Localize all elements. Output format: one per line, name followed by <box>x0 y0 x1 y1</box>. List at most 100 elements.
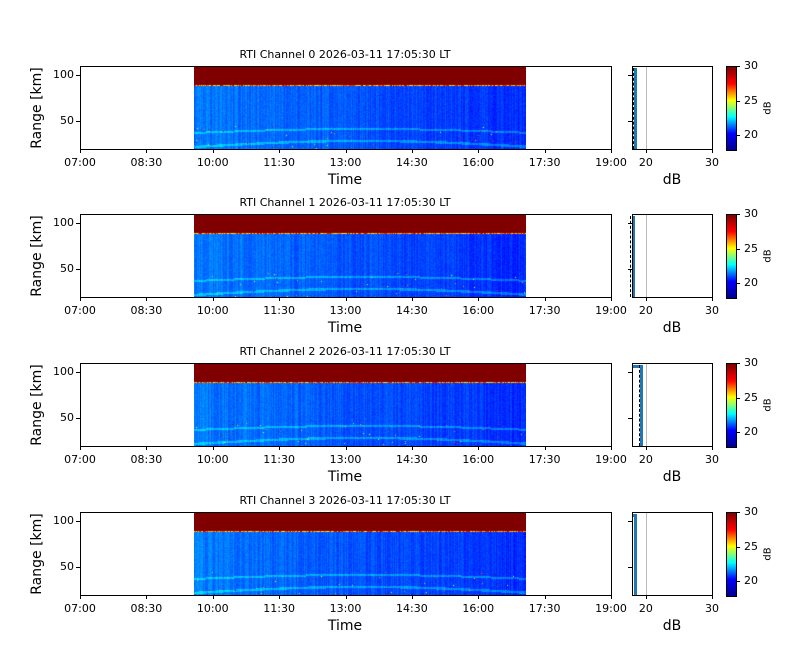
profile-axes <box>632 512 713 596</box>
x-tick-label: 11:30 <box>263 453 295 466</box>
x-tick-label: 16:00 <box>462 453 495 466</box>
profile-axes <box>632 214 713 298</box>
profile-x-tick-mark <box>645 595 647 599</box>
panel-title: RTI Channel 0 2026-03-11 17:05:30 LT <box>239 48 451 61</box>
profile-mean-dashed-line <box>638 365 640 446</box>
rti-heatmap <box>194 512 527 595</box>
y-tick-mark <box>76 372 80 374</box>
profile-axes <box>632 363 713 447</box>
x-tick-label: 13:00 <box>329 156 362 169</box>
y-tick-label: 100 <box>53 365 74 379</box>
colorbar-tick-mark <box>736 363 740 364</box>
profile-x-axis-label: dB <box>662 172 682 188</box>
y-axis-label: Range [km] <box>29 66 45 149</box>
colorbar-tick-mark <box>736 135 740 137</box>
x-tick-label: 13:00 <box>329 602 362 615</box>
profile-x-tick-label: 30 <box>705 156 719 169</box>
x-tick-mark <box>411 149 413 153</box>
x-tick-label: 07:00 <box>64 156 96 169</box>
profile-x-tick-label: 20 <box>638 304 653 317</box>
x-tick-label: 17:30 <box>528 602 561 615</box>
profile-line <box>631 216 635 297</box>
colorbar-label: dB <box>762 248 774 263</box>
profile-x-tick-label: 20 <box>638 156 653 169</box>
colorbar-tick-mark <box>736 546 740 548</box>
x-tick-mark <box>345 297 347 301</box>
colorbar-tick-label: 20 <box>744 425 758 439</box>
profile-x-tick-label: 20 <box>638 453 653 466</box>
x-tick-mark <box>146 297 148 301</box>
x-tick-mark <box>544 595 546 599</box>
x-tick-label: 08:30 <box>130 453 163 466</box>
profile-gridline <box>645 512 647 595</box>
profile-x-axis-label: dB <box>662 320 682 336</box>
x-tick-label: 07:00 <box>64 602 96 615</box>
colorbar <box>726 512 737 597</box>
x-tick-mark <box>544 446 546 450</box>
y-axis-label: Range [km] <box>29 363 45 446</box>
x-tick-mark <box>478 297 480 301</box>
x-tick-label: 08:30 <box>130 304 163 317</box>
x-tick-mark <box>146 595 148 599</box>
x-tick-label: 13:00 <box>329 304 362 317</box>
y-tick-mark <box>76 121 80 123</box>
x-axis-label: Time <box>327 320 363 336</box>
colorbar-tick-mark <box>736 432 740 434</box>
colorbar-label: dB <box>762 546 774 561</box>
profile-x-tick-mark <box>712 149 713 153</box>
profile-top-segment <box>633 365 643 368</box>
x-tick-label: 07:00 <box>64 453 96 466</box>
x-tick-mark <box>478 149 480 153</box>
x-tick-mark <box>80 446 81 450</box>
x-tick-mark <box>279 149 281 153</box>
profile-y-tick-mark <box>628 521 632 523</box>
colorbar-tick-label: 30 <box>744 59 758 72</box>
profile-y-tick-mark <box>628 418 632 420</box>
colorbar-tick-label: 25 <box>744 539 758 553</box>
colorbar-label: dB <box>762 100 774 115</box>
y-tick-label: 50 <box>60 411 74 425</box>
x-tick-label: 11:30 <box>263 156 295 169</box>
x-tick-label: 19:00 <box>595 602 627 615</box>
x-tick-mark <box>411 297 413 301</box>
x-tick-label: 17:30 <box>528 156 561 169</box>
x-tick-mark <box>478 446 480 450</box>
x-tick-label: 07:00 <box>64 304 96 317</box>
rti-axes <box>80 363 612 447</box>
x-tick-mark <box>478 595 480 599</box>
profile-y-tick-mark <box>628 75 632 77</box>
colorbar-tick-mark <box>736 397 740 399</box>
profile-mean-dashed-line <box>632 68 634 149</box>
profile-x-tick-mark <box>645 446 647 450</box>
x-tick-label: 11:30 <box>263 304 295 317</box>
colorbar-tick-mark <box>736 283 740 285</box>
y-axis-label: Range [km] <box>29 512 45 595</box>
profile-axes <box>632 66 713 150</box>
rti-axes <box>80 214 612 298</box>
profile-y-tick-mark <box>628 567 632 569</box>
profile-top-segment <box>633 216 635 219</box>
y-tick-mark <box>76 223 80 225</box>
panel-title: RTI Channel 3 2026-03-11 17:05:30 LT <box>239 494 451 507</box>
x-tick-mark <box>212 446 214 450</box>
colorbar-tick-mark <box>736 581 740 583</box>
rti-heatmap <box>194 363 527 446</box>
x-tick-mark <box>279 297 281 301</box>
profile-top-segment <box>633 514 637 517</box>
x-tick-label: 17:30 <box>528 453 561 466</box>
profile-gridline <box>645 66 647 149</box>
x-tick-mark <box>345 446 347 450</box>
x-tick-label: 17:30 <box>528 304 561 317</box>
profile-x-tick-mark <box>712 595 713 599</box>
profile-x-tick-label: 30 <box>705 304 719 317</box>
rti-heatmap <box>194 214 527 297</box>
x-axis-label: Time <box>327 618 363 634</box>
colorbar-tick-label: 25 <box>744 241 758 255</box>
colorbar-tick-mark <box>736 66 740 67</box>
x-tick-label: 11:30 <box>263 602 295 615</box>
x-tick-mark <box>212 297 214 301</box>
y-tick-label: 100 <box>53 68 74 82</box>
colorbar-tick-mark <box>736 100 740 102</box>
colorbar-tick-mark <box>736 214 740 215</box>
